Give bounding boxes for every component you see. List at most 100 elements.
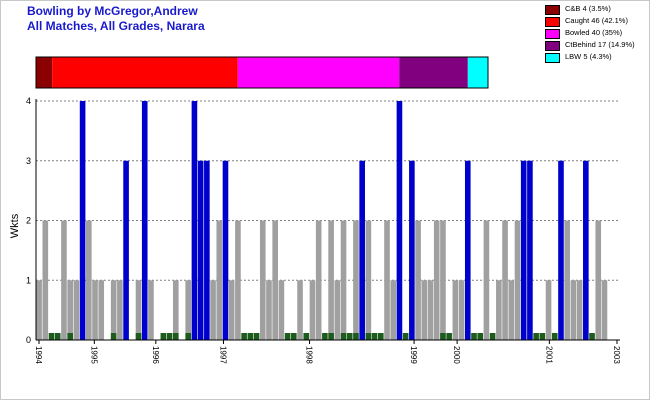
y-tick-label: 4 [26, 96, 31, 106]
wicket-bar [390, 280, 397, 340]
wicket-bar [421, 280, 428, 340]
runs-marker [589, 333, 595, 340]
dismissal-segment [36, 57, 53, 88]
wicket-bar [384, 220, 390, 340]
wicket-bar [297, 280, 303, 340]
legend-label: Bowled 40 (35%) [565, 28, 623, 37]
runs-marker [371, 333, 378, 340]
wicket-bar [61, 220, 67, 340]
wicket-bar [502, 220, 508, 340]
wicket-bar [98, 280, 105, 340]
wicket-bar [564, 220, 570, 340]
wicket-bar [514, 220, 521, 340]
runs-marker [533, 333, 539, 340]
wicket-bar [259, 220, 266, 340]
wicket-bar [415, 220, 421, 340]
wicket-bar [141, 101, 148, 340]
runs-marker [489, 333, 496, 340]
runs-marker [253, 333, 260, 340]
legend-label: Caught 46 (42.1%) [565, 16, 628, 25]
wicket-bar [266, 280, 272, 340]
wicket-bar [527, 160, 533, 340]
wicket-bar [576, 280, 583, 340]
wicket-bar [216, 220, 223, 340]
dismissal-bar-border [35, 56, 489, 89]
wicket-bar [191, 101, 198, 340]
wicket-bar [396, 101, 403, 340]
legend-swatch [545, 5, 560, 15]
runs-marker [303, 333, 310, 340]
wicket-bar [315, 220, 322, 340]
wicket-bar [570, 280, 577, 340]
wicket-bar [135, 280, 142, 340]
wicket-bar [427, 280, 434, 340]
wicket-bar [228, 280, 235, 340]
wicket-bar [309, 280, 316, 340]
runs-marker [346, 333, 353, 340]
wicket-bar [67, 280, 73, 340]
wicket-bar [328, 220, 334, 340]
legend-swatch [545, 29, 560, 39]
runs-marker [353, 333, 359, 340]
legend-swatch [545, 53, 560, 63]
y-tick-label: 2 [26, 216, 31, 226]
dismissal-segment [467, 57, 488, 88]
wicket-bar [79, 101, 86, 340]
y-tick-label: 3 [26, 156, 31, 166]
wicket-bar [36, 280, 42, 340]
dismissal-segment [399, 57, 468, 88]
x-tick-label: 2001 [544, 346, 553, 364]
y-tick-label: 1 [26, 275, 31, 285]
wicket-bar [458, 280, 465, 340]
wicket-bar [520, 160, 527, 340]
wicket-bar [123, 160, 129, 340]
wicket-bar [359, 160, 365, 340]
wicket-bar [409, 160, 415, 340]
runs-marker [54, 333, 61, 340]
wicket-bar [601, 280, 608, 340]
wicket-bar [365, 220, 372, 340]
legend-label: CtBehind 17 (14.9%) [565, 40, 635, 49]
wicket-bar [235, 220, 241, 340]
wicket-bar [210, 280, 216, 340]
runs-marker [340, 333, 347, 340]
wicket-bar [440, 220, 446, 340]
legend-swatch [545, 41, 560, 51]
wicket-bar [222, 160, 229, 340]
wicket-bar [583, 160, 589, 340]
wicket-bar [595, 220, 602, 340]
wicket-bar [204, 160, 210, 340]
x-tick-label: 1999 [409, 346, 418, 364]
wicket-bar [340, 220, 347, 340]
wicket-bar [452, 280, 459, 340]
chart-title: Bowling by McGregor,Andrew [27, 4, 198, 18]
runs-marker [172, 333, 179, 340]
wicket-bar [508, 280, 515, 340]
wicket-bar [92, 280, 98, 340]
runs-marker [135, 333, 142, 340]
runs-marker [48, 333, 55, 340]
runs-marker [241, 333, 247, 340]
wicket-bar [197, 160, 204, 340]
x-tick-label: 1994 [34, 346, 43, 364]
legend-swatch [545, 17, 560, 27]
x-tick-label: 1996 [151, 346, 160, 364]
wicket-bar [483, 220, 490, 340]
x-tick-label: 2003 [612, 346, 621, 364]
wicket-bar [42, 220, 49, 340]
runs-marker [110, 333, 117, 340]
wicket-bar [73, 280, 80, 340]
runs-marker [378, 333, 384, 340]
wicket-bar [272, 220, 278, 340]
x-tick-label: 1998 [305, 346, 314, 364]
runs-marker [365, 333, 372, 340]
runs-marker [551, 333, 558, 340]
wicket-bar [558, 160, 564, 340]
x-tick-label: 2000 [452, 346, 461, 364]
runs-marker [477, 333, 484, 340]
runs-marker [322, 333, 328, 340]
runs-marker [247, 333, 254, 340]
wicket-bar [278, 280, 285, 340]
wicket-bar [334, 280, 341, 340]
